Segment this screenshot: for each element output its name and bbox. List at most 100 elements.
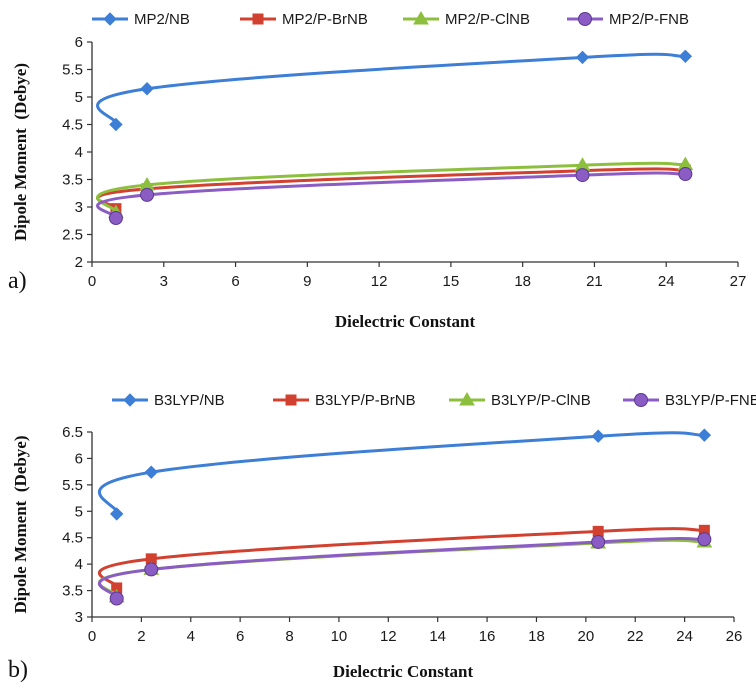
y-axis-title: Dipole Moment (Debye) [11,436,30,614]
data-point-circle [140,187,155,202]
legend-label: B3LYP/P-ClNB [491,392,591,409]
x-axis-title: Dielectric Constant [335,312,476,331]
legend-label: B3LYP/P-FNB [665,392,756,409]
legend-entry: MP2/P-ClNB [403,11,530,28]
y-tick-label: 3 [75,609,83,626]
data-point-circle [591,534,606,549]
series-b3lyp-p-fnb [97,532,712,606]
y-axis-title: Dipole Moment (Debye) [11,63,30,241]
x-tick-label: 27 [730,273,747,290]
legend-entry: B3LYP/P-FNB [623,392,756,409]
y-tick-label: 2 [75,254,83,271]
y-tick-label: 6 [75,34,83,51]
series-b3lyp-nb [97,428,712,521]
y-tick-label: 4.5 [62,117,83,134]
x-tick-label: 12 [380,628,397,645]
y-tick-label: 3 [75,199,83,216]
y-tick-label: 4 [75,556,83,573]
x-tick-label: 6 [231,273,239,290]
data-point-diamond [140,82,154,96]
legend-label: MP2/P-FNB [609,11,689,28]
panel-label: a) [8,268,27,294]
legend-label: MP2/P-ClNB [445,11,530,28]
y-tick-label: 3.5 [62,583,83,600]
series-b3lyp-p-brnb [97,524,710,594]
x-tick-label: 21 [586,273,603,290]
legend-marker-square [252,13,264,25]
series-line [96,171,686,220]
legend-marker-diamond [103,12,117,26]
data-point-circle [678,167,693,181]
y-tick-label: 6.5 [62,424,83,441]
data-point-diamond [144,465,158,479]
legend-label: MP2/NB [134,11,190,28]
y-tick-label: 4.5 [62,530,83,547]
series-mp2-nb [96,49,693,132]
x-tick-label: 0 [88,628,96,645]
y-tick-label: 5 [75,89,83,106]
x-tick-label: 4 [187,628,195,645]
legend-marker-triangle [459,392,475,406]
legend-entry: MP2/P-FNB [567,11,689,28]
x-tick-label: 2 [137,628,145,645]
legend-marker-circle [634,393,648,407]
legend-entry: B3LYP/NB [112,392,225,409]
y-tick-label: 6 [75,450,83,467]
legend-marker-triangle [413,11,429,25]
legend-entry: MP2/P-BrNB [240,11,368,28]
x-tick-label: 22 [627,628,644,645]
x-tick-label: 20 [578,628,595,645]
data-point-circle [575,168,590,183]
x-tick-label: 14 [429,628,446,645]
series-line [97,527,705,590]
x-tick-label: 15 [443,273,460,290]
x-tick-label: 3 [160,273,168,290]
legend-marker-square [285,394,297,406]
x-tick-label: 16 [479,628,496,645]
legend-label: B3LYP/NB [154,392,225,409]
y-tick-label: 5.5 [62,62,83,79]
legend-marker-circle [578,12,592,26]
x-tick-label: 0 [88,273,96,290]
chart-panel-a: 2 2.5 3 3.5 4 4.5 5 5.5 6 0 3 6 9 12 15 18 21 24 27 Dielect… [8,11,746,331]
series-line [96,52,686,126]
x-tick-label: 10 [331,628,348,645]
y-tick-label: 5 [75,503,83,520]
x-tick-label: 24 [676,628,693,645]
x-tick-label: 12 [371,273,388,290]
data-point-circle [144,562,159,577]
legend-entry: MP2/NB [92,11,190,28]
x-tick-label: 18 [528,628,545,645]
data-point-diamond [109,117,123,132]
legend-label: MP2/P-BrNB [282,11,368,28]
data-point-circle [697,532,712,547]
x-tick-label: 18 [514,273,531,290]
y-tick-label: 3.5 [62,172,83,189]
data-point-diamond [109,507,124,521]
y-tick-label: 4 [75,144,83,161]
x-tick-label: 26 [726,628,743,645]
x-axis-title: Dielectric Constant [333,662,474,681]
x-tick-label: 8 [285,628,293,645]
data-point-diamond [678,49,693,64]
y-tick-label: 5.5 [62,477,83,494]
legend-label: B3LYP/P-BrNB [315,392,416,409]
data-point-diamond [575,50,590,65]
data-point-circle [109,591,124,606]
legend-entry: B3LYP/P-BrNB [273,392,416,409]
chart-panel-b: 33.544.555.566.50 2 4 6 8 10 12 14 16 18 20 22 24 26D… [8,392,756,683]
series-mp2-p-fnb [96,167,693,225]
data-point-diamond [591,429,605,443]
data-point-square [592,525,604,537]
series-line [97,538,705,599]
data-point-circle [108,211,123,225]
series-line [96,161,686,214]
series-line [97,431,705,515]
y-tick-label: 2.5 [62,227,83,244]
panel-label: b) [8,657,28,683]
legend-marker-diamond [123,393,137,407]
series-b3lyp-p-clnb [97,533,713,603]
x-tick-label: 9 [303,273,311,290]
series-line [97,537,705,600]
